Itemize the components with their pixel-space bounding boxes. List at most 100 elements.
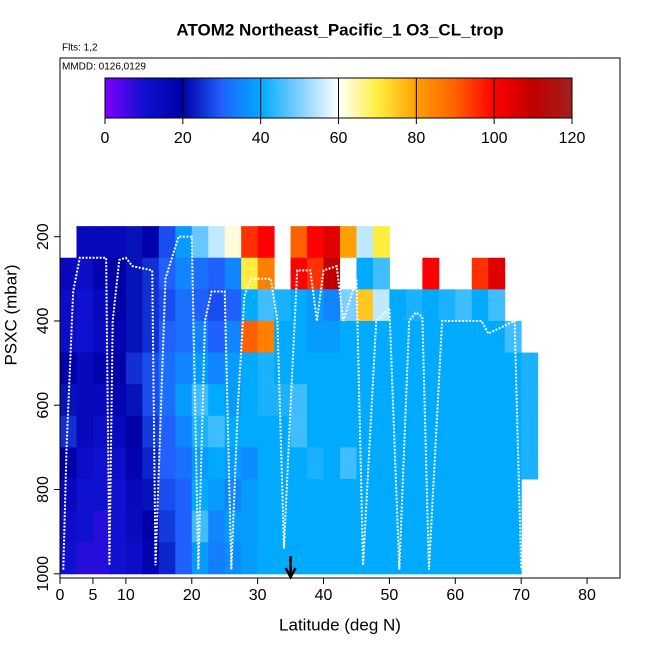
heat-cell: [438, 542, 456, 575]
heat-cell: [142, 226, 160, 259]
heat-cell: [191, 226, 209, 259]
heat-cell: [307, 352, 325, 385]
heat-cell: [422, 447, 440, 480]
heat-cell: [125, 257, 143, 290]
heat-cell: [307, 510, 325, 543]
heat-cell: [257, 320, 275, 354]
heat-cell: [109, 352, 127, 385]
flight-track: [62, 235, 523, 570]
heat-cell: [488, 510, 506, 543]
heat-cell: [224, 289, 242, 322]
heat-cell: [356, 320, 374, 354]
heat-cell: [290, 320, 308, 354]
heat-cell: [125, 384, 143, 417]
heat-cell: [340, 384, 357, 417]
heat-cell: [307, 415, 325, 448]
heat-cell: [224, 542, 242, 575]
heat-cell: [307, 478, 325, 512]
heat-cell: [488, 352, 506, 385]
heat-cell: [142, 447, 160, 480]
y-tick-label: 600: [35, 392, 52, 419]
heat-cell: [340, 415, 357, 448]
heat-cell: [92, 226, 110, 259]
heat-cell: [76, 542, 94, 575]
heat-cell: [504, 510, 522, 543]
heat-cell: [241, 289, 259, 322]
heat-cell: [323, 542, 341, 575]
plot-frame: [59, 57, 621, 579]
x-tick-label: 60: [446, 587, 464, 604]
heat-cell: [92, 478, 110, 512]
heat-cell: [405, 478, 423, 512]
heat-cell: [76, 226, 94, 259]
heat-cell: [340, 447, 357, 480]
heat-cell: [125, 478, 143, 512]
heat-cell: [224, 257, 242, 290]
heat-cell: [224, 320, 242, 354]
colorbar-tick-label: 100: [481, 130, 508, 147]
heat-cell: [257, 478, 275, 512]
heat-cell: [455, 384, 473, 417]
colorbar-tick-label: 120: [559, 130, 586, 147]
heat-cell: [158, 510, 176, 543]
heat-cell: [340, 542, 357, 575]
heat-cell: [191, 257, 209, 290]
heat-cell: [356, 226, 374, 259]
heat-cell: [92, 447, 110, 480]
heat-cell: [241, 542, 259, 575]
heat-cell: [208, 352, 226, 385]
heat-cell: [471, 510, 489, 543]
heat-cell: [290, 447, 308, 480]
heat-cell: [208, 320, 226, 354]
heat-cell: [372, 542, 390, 575]
heat-cell: [323, 447, 341, 480]
heat-cell: [405, 542, 423, 575]
x-tick-label: 5: [88, 587, 97, 604]
heat-cell: [208, 257, 226, 290]
heat-cell: [76, 447, 94, 480]
heat-cell: [158, 542, 176, 575]
heat-cell: [241, 384, 259, 417]
heat-cell: [356, 257, 374, 290]
heat-cell: [290, 257, 308, 290]
heat-cell: [241, 226, 259, 259]
heat-cell: [422, 384, 440, 417]
heat-cell: [208, 415, 226, 448]
heat-cell: [323, 478, 341, 512]
heat-cell: [307, 257, 325, 290]
heat-cell: [422, 320, 440, 354]
heat-cell: [224, 226, 242, 259]
heat-cell: [208, 384, 226, 417]
heat-cell: [438, 352, 456, 385]
heat-cell: [257, 415, 275, 448]
heat-cell: [488, 415, 506, 448]
chart-title: ATOM2 Northeast_Pacific_1 O3_CL_trop: [176, 20, 503, 39]
heat-cell: [471, 415, 489, 448]
heat-cell: [372, 257, 390, 290]
heat-cell: [372, 447, 390, 480]
colorbar-tick-label: 0: [101, 130, 110, 147]
heat-cell: [471, 320, 489, 354]
y-tick-label: 1000: [35, 556, 52, 592]
colorbar-tick-label: 20: [174, 130, 192, 147]
heat-cell: [224, 384, 242, 417]
heat-cell: [356, 447, 374, 480]
heat-cell: [92, 320, 110, 354]
x-axis-label: Latitude (deg N): [279, 615, 401, 634]
heat-cell: [356, 478, 374, 512]
heat-cell: [208, 289, 226, 322]
heat-cell: [158, 352, 176, 385]
heat-cell: [142, 415, 160, 448]
heat-cell: [175, 320, 193, 354]
heat-cell: [504, 352, 522, 385]
heat-cell: [109, 415, 127, 448]
heat-cell: [372, 510, 390, 543]
heat-cell: [175, 289, 193, 322]
heat-cell: [323, 510, 341, 543]
heat-cell: [158, 384, 176, 417]
heat-cell: [471, 289, 489, 322]
heat-cell: [290, 226, 308, 259]
heat-cell: [241, 510, 259, 543]
heat-cell: [109, 289, 127, 322]
heat-cell: [405, 352, 423, 385]
